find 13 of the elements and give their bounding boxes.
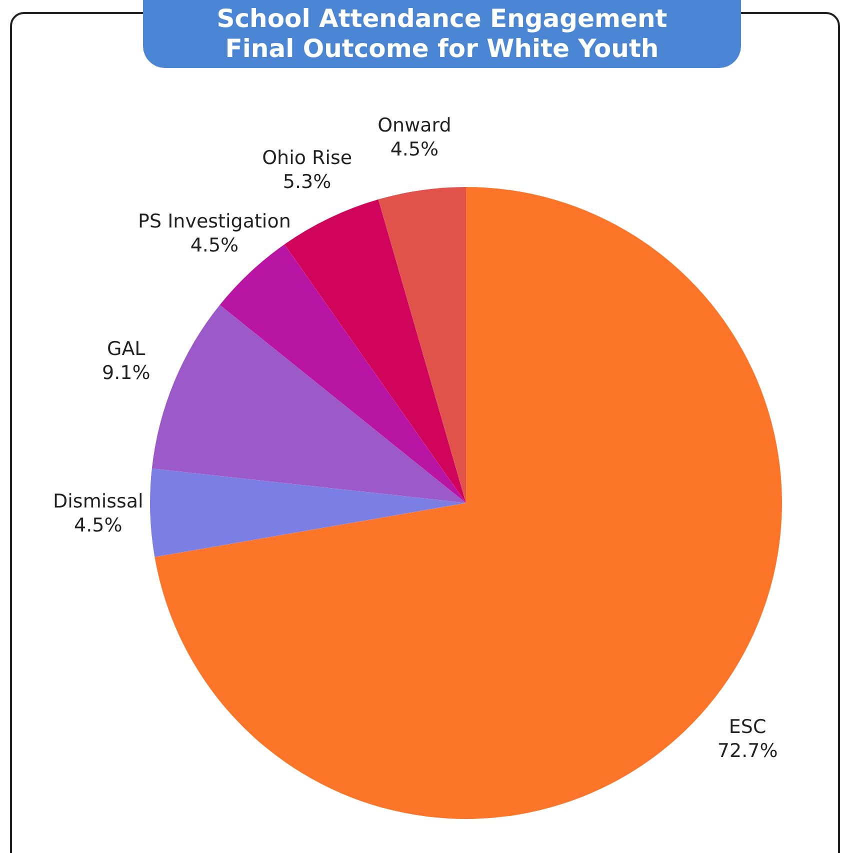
slice-label: GAL [106,338,146,360]
slice-label: Ohio Rise [262,147,352,170]
data-label: 5.3% [282,171,332,194]
data-label: 4.5% [390,138,439,161]
data-label: 4.5% [190,234,239,256]
slice-label: ESC [728,716,766,738]
data-label: 4.5% [74,514,122,536]
data-label: 9.1% [102,362,150,384]
slice-label: PS Investigation [138,210,291,232]
chart-title: School Attendance Engagement Final Outcome for White Youth [143,0,741,68]
slice-label: Onward [378,114,452,137]
slice-label: Dismissal [53,490,144,512]
data-label: 72.7% [717,740,778,762]
